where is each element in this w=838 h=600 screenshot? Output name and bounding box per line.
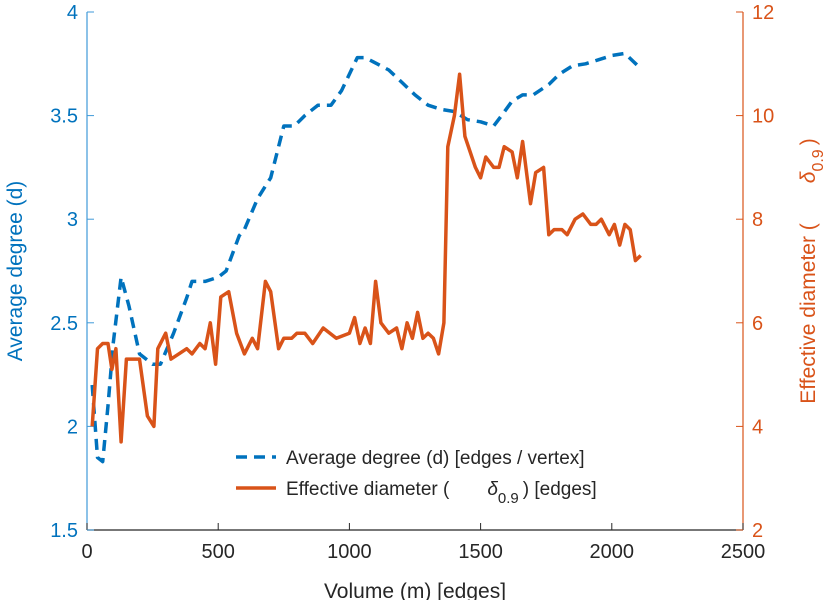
- x-tick-label: 2000: [590, 541, 635, 563]
- y-left-tick-label: 4: [67, 2, 78, 24]
- y-right-tick-label: 4: [752, 416, 763, 438]
- y-left-tick-label: 2.5: [50, 313, 78, 335]
- legend-box: [226, 436, 692, 508]
- legend-label-effective-diameter: Effective diameter (δ0.9) [edges]: [286, 479, 597, 507]
- y-axis-left-label: Average degree (d): [4, 181, 27, 362]
- y-right-tick-label: 6: [752, 313, 763, 335]
- x-tick-label: 500: [202, 541, 235, 563]
- x-tick-label: 2500: [721, 541, 766, 563]
- y-left-tick-label: 3.5: [50, 106, 78, 128]
- series-line-effective-diameter: [90, 72, 642, 444]
- y-left-tick-label: 2: [67, 416, 78, 438]
- x-tick-label: 1000: [327, 541, 372, 563]
- legend: Average degree (d) [edges / vertex] Effe…: [226, 436, 692, 508]
- y-right-tick-label: 8: [752, 209, 763, 231]
- legend-label-average-degree: Average degree (d) [edges / vertex]: [286, 448, 585, 469]
- x-tick-label: 0: [81, 541, 92, 563]
- y-left-tick-label: 1.5: [50, 520, 78, 542]
- x-axis-label: Volume (m) [edges]: [324, 580, 506, 600]
- y-axis-right-label: Effective diameter (δ0.9): [797, 138, 827, 403]
- x-tick-label: 1500: [458, 541, 503, 563]
- y-right-tick-label: 2: [752, 520, 763, 542]
- y-right-tick-label: 12: [752, 2, 774, 24]
- series-line-average-degree: [90, 51, 640, 464]
- y-right-tick-label: 10: [752, 106, 774, 128]
- y-left-tick-label: 3: [67, 209, 78, 231]
